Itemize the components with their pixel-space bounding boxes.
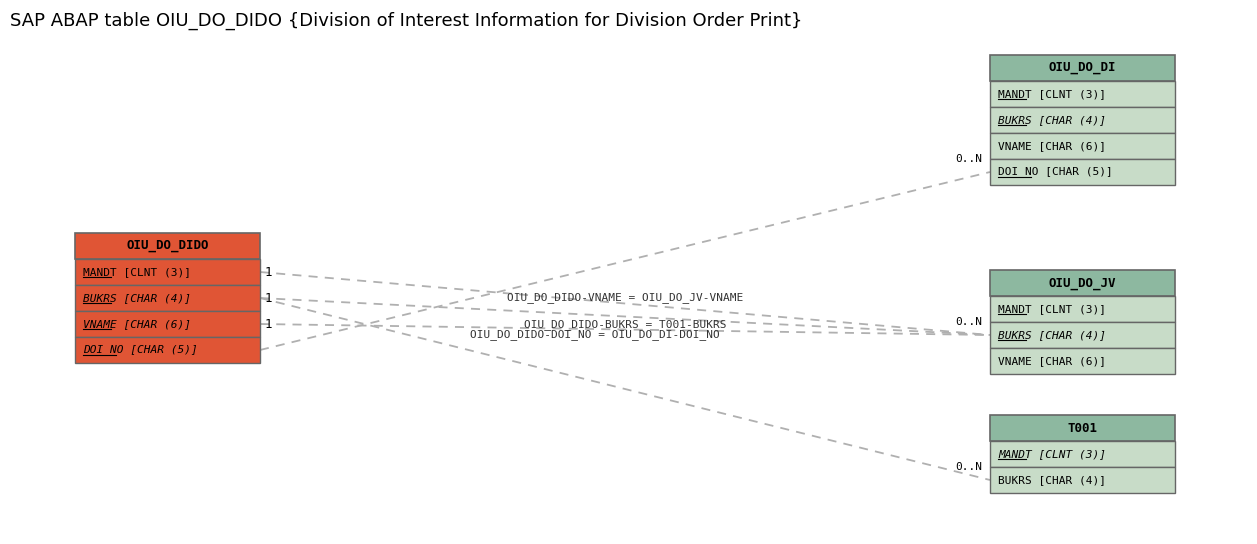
Bar	[991, 467, 1175, 493]
Bar	[991, 415, 1175, 441]
Text: 0..N: 0..N	[955, 154, 982, 164]
Text: T001: T001	[1067, 422, 1097, 435]
Bar	[991, 441, 1175, 467]
Text: VNAME [CHAR (6)]: VNAME [CHAR (6)]	[83, 319, 191, 329]
Text: OIU_DO_DIDO-DOI_NO = OIU_DO_DI-DOI_NO: OIU_DO_DIDO-DOI_NO = OIU_DO_DI-DOI_NO	[470, 329, 720, 340]
Text: 1: 1	[265, 292, 273, 305]
Text: MANDT [CLNT (3)]: MANDT [CLNT (3)]	[998, 89, 1106, 99]
Bar	[991, 159, 1175, 185]
Text: BUKRS [CHAR (4)]: BUKRS [CHAR (4)]	[998, 330, 1106, 340]
Text: DOI_NO [CHAR (5)]: DOI_NO [CHAR (5)]	[998, 166, 1112, 177]
Text: 1: 1	[265, 318, 273, 331]
Text: 1: 1	[265, 265, 273, 279]
Text: 0..N: 0..N	[955, 317, 982, 327]
Bar	[991, 348, 1175, 374]
Text: SAP ABAP table OIU_DO_DIDO {Division of Interest Information for Division Order : SAP ABAP table OIU_DO_DIDO {Division of …	[10, 12, 802, 30]
Text: OIU_DO_DIDO-VNAME = OIU_DO_JV-VNAME: OIU_DO_DIDO-VNAME = OIU_DO_JV-VNAME	[507, 292, 743, 303]
Text: 0..N: 0..N	[955, 462, 982, 472]
Text: DOI_NO [CHAR (5)]: DOI_NO [CHAR (5)]	[83, 344, 197, 355]
Text: VNAME [CHAR (6)]: VNAME [CHAR (6)]	[998, 356, 1106, 366]
Text: MANDT [CLNT (3)]: MANDT [CLNT (3)]	[998, 304, 1106, 314]
Bar	[991, 296, 1175, 322]
Text: MANDT [CLNT (3)]: MANDT [CLNT (3)]	[998, 449, 1106, 459]
Bar	[75, 259, 260, 285]
Text: BUKRS [CHAR (4)]: BUKRS [CHAR (4)]	[998, 475, 1106, 485]
Text: MANDT [CLNT (3)]: MANDT [CLNT (3)]	[83, 267, 191, 277]
Text: OIU_DO_DIDO-BUKRS = T001-BUKRS: OIU_DO_DIDO-BUKRS = T001-BUKRS	[524, 319, 727, 330]
Bar	[75, 285, 260, 311]
Text: BUKRS [CHAR (4)]: BUKRS [CHAR (4)]	[998, 115, 1106, 125]
Bar	[991, 133, 1175, 159]
Bar	[75, 311, 260, 337]
Bar	[75, 337, 260, 363]
Text: OIU_DO_DIDO: OIU_DO_DIDO	[126, 239, 209, 252]
Bar	[991, 322, 1175, 348]
Bar	[75, 233, 260, 259]
Text: BUKRS [CHAR (4)]: BUKRS [CHAR (4)]	[83, 293, 191, 303]
Text: VNAME [CHAR (6)]: VNAME [CHAR (6)]	[998, 141, 1106, 151]
Bar	[991, 270, 1175, 296]
Bar	[991, 55, 1175, 81]
Text: OIU_DO_DI: OIU_DO_DI	[1048, 61, 1116, 75]
Bar	[991, 107, 1175, 133]
Text: OIU_DO_JV: OIU_DO_JV	[1048, 276, 1116, 289]
Bar	[991, 81, 1175, 107]
